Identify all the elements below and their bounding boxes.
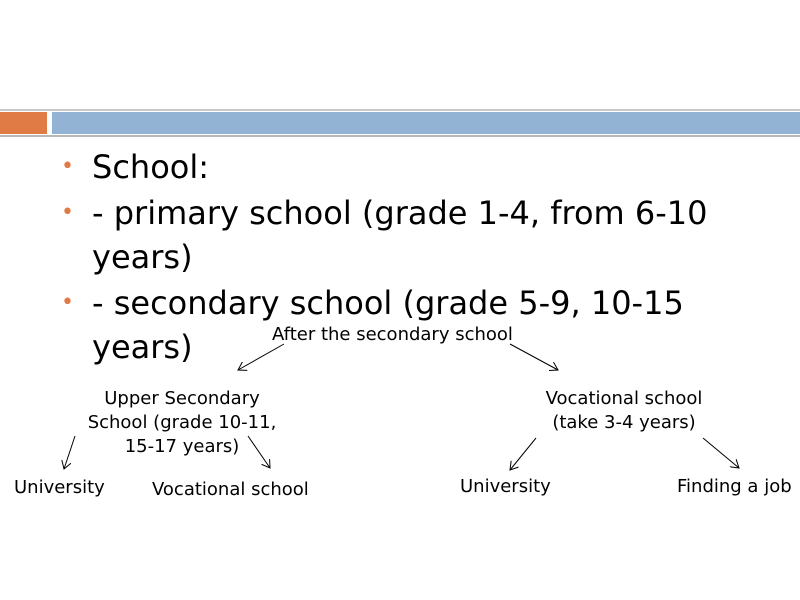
upper-secondary-node: Upper Secondary School (grade 10-11, 15-… <box>70 387 294 459</box>
vocational-line-1: Vocational school <box>545 388 703 409</box>
upper-secondary-line-2: School (grade 10-11, <box>87 412 277 433</box>
bullet-icon: • <box>61 154 74 179</box>
accent-bar-orange <box>0 112 47 134</box>
arrow-vocational-to-university <box>510 437 537 470</box>
header-rule-bottom <box>0 135 800 137</box>
arrow-root-to-vocational <box>509 343 558 370</box>
header-rule-top <box>0 109 800 111</box>
bullet-icon: • <box>61 200 74 225</box>
bullet-text: School: <box>92 148 210 186</box>
accent-bar-blue <box>52 112 800 134</box>
upper-secondary-line-3: 15-17 years) <box>124 436 240 457</box>
upper-secondary-line-1: Upper Secondary <box>104 388 260 409</box>
leaf-university-1: University <box>14 477 105 498</box>
arrow-root-to-upper <box>238 343 285 370</box>
leaf-finding-a-job: Finding a job <box>677 476 792 497</box>
bullet-text: - secondary school (grade 5-9, 10-15 yea… <box>92 284 684 366</box>
bullet-item: • - secondary school (grade 5-9, 10-15 ye… <box>58 281 768 369</box>
leaf-vocational-school: Vocational school <box>152 479 309 500</box>
bullet-list: • School: • - primary school (grade 1-4, f… <box>58 145 768 371</box>
bullet-icon: • <box>61 290 74 315</box>
leaf-university-2: University <box>460 476 551 497</box>
bullet-text: - primary school (grade 1-4, from 6-10 y… <box>92 194 708 276</box>
vocational-school-node: Vocational school (take 3-4 years) <box>524 387 724 435</box>
root-node: After the secondary school <box>272 324 513 345</box>
bullet-item: • - primary school (grade 1-4, from 6-10 … <box>58 191 768 279</box>
arrow-upper-to-vocational <box>247 435 270 468</box>
arrow-upper-to-university <box>64 435 76 469</box>
arrow-vocational-to-job <box>702 437 739 468</box>
bullet-item: • School: <box>58 145 768 189</box>
vocational-line-2: (take 3-4 years) <box>552 412 696 433</box>
